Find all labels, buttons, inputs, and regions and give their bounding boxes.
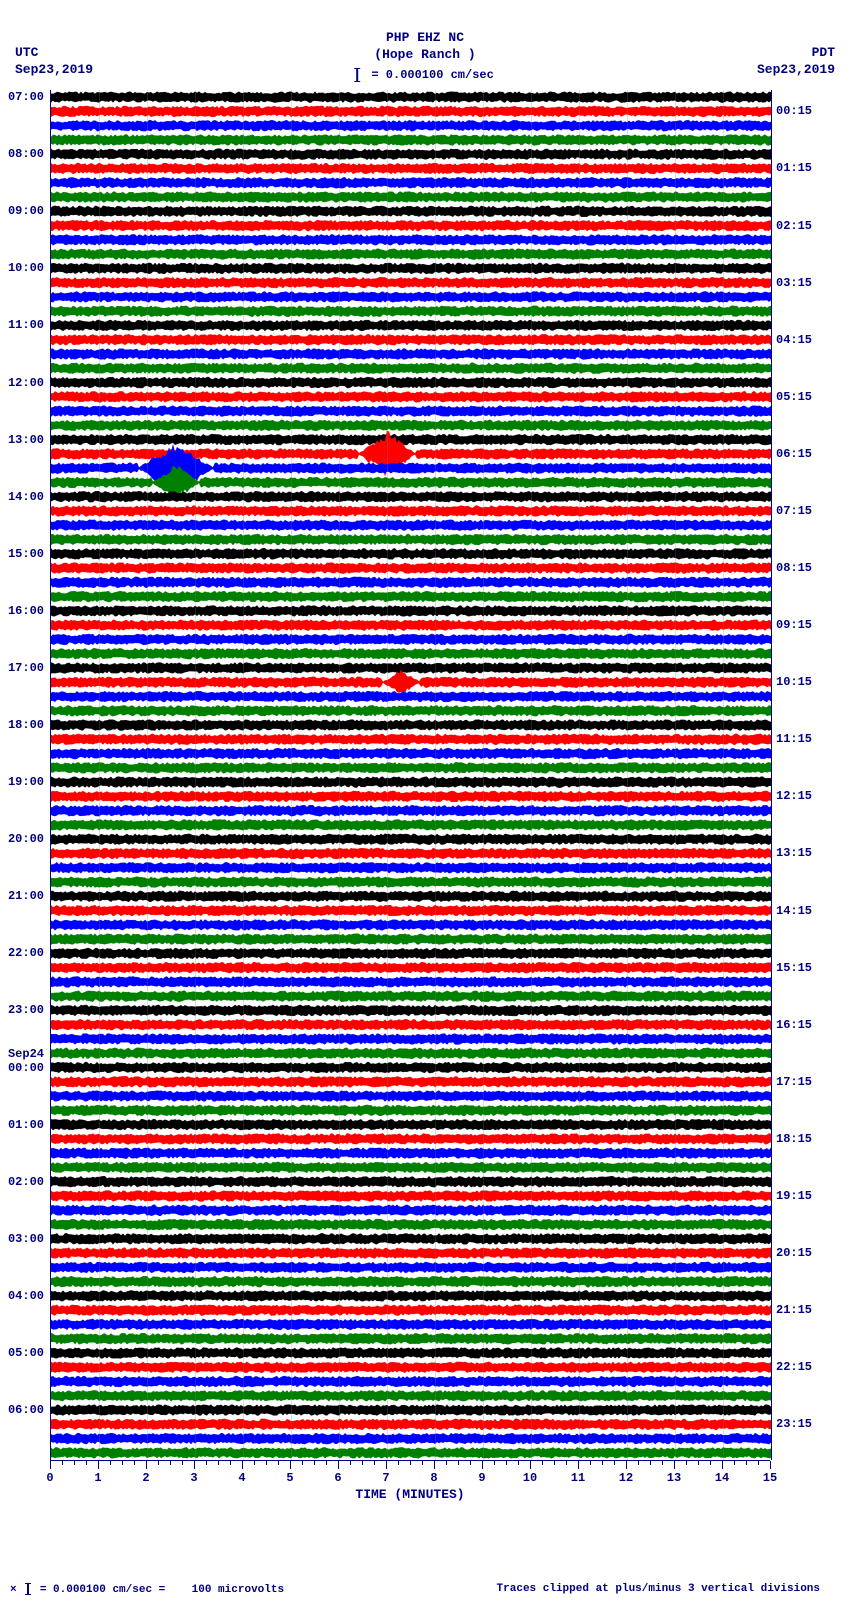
x-axis-tick-label: 14: [715, 1471, 729, 1485]
pdt-hour-label: 09:15: [776, 618, 812, 632]
pdt-hour-label: 21:15: [776, 1303, 812, 1317]
footer-right: Traces clipped at plus/minus 3 vertical …: [497, 1583, 820, 1595]
pdt-hour-label: 02:15: [776, 219, 812, 233]
utc-hour-label: 13:00: [0, 433, 44, 447]
utc-hour-label: 01:00: [0, 1118, 44, 1132]
pdt-hour-label: 00:15: [776, 104, 812, 118]
pdt-hour-label: 10:15: [776, 675, 812, 689]
x-axis-ticks: [50, 1460, 770, 1471]
x-axis-tick-label: 11: [571, 1471, 585, 1485]
x-axis-labels: 0123456789101112131415: [50, 1471, 770, 1485]
pdt-hour-label: 22:15: [776, 1360, 812, 1374]
pdt-hour-label: 11:15: [776, 732, 812, 746]
x-axis-tick-label: 2: [142, 1471, 149, 1485]
scale-label: = 0.000100 cm/sec: [371, 68, 493, 82]
station-code: PHP EHZ NC: [0, 30, 850, 47]
tz-right-date: Sep23,2019: [757, 62, 835, 79]
pdt-hour-label: 16:15: [776, 1018, 812, 1032]
pdt-hour-label: 05:15: [776, 390, 812, 404]
tz-right-block: PDT Sep23,2019: [757, 45, 835, 79]
utc-hour-label: 00:00: [0, 1061, 44, 1075]
utc-hour-label: 12:00: [0, 376, 44, 390]
footer-left: × = 0.000100 cm/sec = 100 microvolts: [10, 1583, 284, 1596]
x-axis-tick-label: 1: [94, 1471, 101, 1485]
footer: × = 0.000100 cm/sec = 100 microvolts Tra…: [0, 1583, 850, 1603]
utc-hour-label: 18:00: [0, 718, 44, 732]
pdt-hour-label: 06:15: [776, 447, 812, 461]
x-axis-tick-label: 7: [382, 1471, 389, 1485]
pdt-hour-label: 12:15: [776, 789, 812, 803]
pdt-hour-label: 08:15: [776, 561, 812, 575]
utc-hour-label: 09:00: [0, 204, 44, 218]
x-axis-tick-label: 4: [238, 1471, 245, 1485]
seismogram-page: PHP EHZ NC (Hope Ranch ) = 0.000100 cm/s…: [0, 0, 850, 1613]
x-axis-tick-label: 3: [190, 1471, 197, 1485]
pdt-hour-label: 01:15: [776, 161, 812, 175]
utc-hour-label: 04:00: [0, 1289, 44, 1303]
utc-hour-label: 08:00: [0, 147, 44, 161]
x-axis-tick-label: 15: [763, 1471, 777, 1485]
pdt-hour-labels: 00:15 01:15 02:15 03:15 04:15 05:15 06:15 07:15…: [772, 90, 832, 1460]
utc-hour-label: 03:00: [0, 1232, 44, 1246]
pdt-hour-label: 23:15: [776, 1417, 812, 1431]
pdt-hour-label: 17:15: [776, 1075, 812, 1089]
x-axis-tick-label: 13: [667, 1471, 681, 1485]
utc-hour-label: 07:00: [0, 90, 44, 104]
x-axis-tick-label: 5: [286, 1471, 293, 1485]
utc-hour-labels: 07:00 08:00 09:00 10:00 11:00 12:00 13:00 14:00…: [0, 90, 48, 1460]
pdt-hour-label: 18:15: [776, 1132, 812, 1146]
pdt-hour-label: 20:15: [776, 1246, 812, 1260]
utc-hour-label: 05:00: [0, 1346, 44, 1360]
tz-left-zone: UTC: [15, 45, 93, 62]
pdt-hour-label: 13:15: [776, 846, 812, 860]
tz-left-block: UTC Sep23,2019: [15, 45, 93, 79]
x-axis-title: TIME (MINUTES): [50, 1487, 770, 1502]
footer-left-suffix: 100 microvolts: [192, 1584, 284, 1596]
utc-hour-label: 17:00: [0, 661, 44, 675]
helicorder-plot: [50, 90, 772, 1460]
pdt-hour-label: 07:15: [776, 504, 812, 518]
utc-hour-label: 10:00: [0, 261, 44, 275]
utc-hour-label: 21:00: [0, 889, 44, 903]
pdt-hour-label: 19:15: [776, 1189, 812, 1203]
scale-bar-icon: [356, 68, 358, 82]
utc-hour-label: 11:00: [0, 318, 44, 332]
x-axis-tick-label: 6: [334, 1471, 341, 1485]
utc-hour-label: 23:00: [0, 1003, 44, 1017]
tz-left-date: Sep23,2019: [15, 62, 93, 79]
midnight-date-label: Sep24: [0, 1047, 44, 1061]
footer-scale-bar-icon: [27, 1583, 29, 1595]
pdt-hour-label: 03:15: [776, 276, 812, 290]
utc-hour-label: 06:00: [0, 1403, 44, 1417]
station-header: PHP EHZ NC (Hope Ranch ): [0, 30, 850, 64]
utc-hour-label: 14:00: [0, 490, 44, 504]
vertical-gridlines: [51, 90, 771, 1460]
utc-hour-label: 20:00: [0, 832, 44, 846]
pdt-hour-label: 14:15: [776, 904, 812, 918]
pdt-hour-label: 04:15: [776, 333, 812, 347]
utc-hour-label: 22:00: [0, 946, 44, 960]
x-axis-tick-label: 9: [478, 1471, 485, 1485]
x-axis-tick-label: 10: [523, 1471, 537, 1485]
station-name: (Hope Ranch ): [0, 47, 850, 64]
x-axis-tick-label: 8: [430, 1471, 437, 1485]
footer-left-prefix: ×: [10, 1584, 17, 1596]
x-axis: 0123456789101112131415 TIME (MINUTES): [50, 1460, 770, 1500]
tz-right-zone: PDT: [757, 45, 835, 62]
x-axis-tick-label: 12: [619, 1471, 633, 1485]
utc-hour-label: 19:00: [0, 775, 44, 789]
scale-indicator: = 0.000100 cm/sec: [356, 68, 494, 82]
x-axis-tick-label: 0: [46, 1471, 53, 1485]
utc-hour-label: 16:00: [0, 604, 44, 618]
utc-hour-label: 02:00: [0, 1175, 44, 1189]
utc-hour-label: 15:00: [0, 547, 44, 561]
footer-left-value: = 0.000100 cm/sec =: [40, 1584, 165, 1596]
pdt-hour-label: 15:15: [776, 961, 812, 975]
